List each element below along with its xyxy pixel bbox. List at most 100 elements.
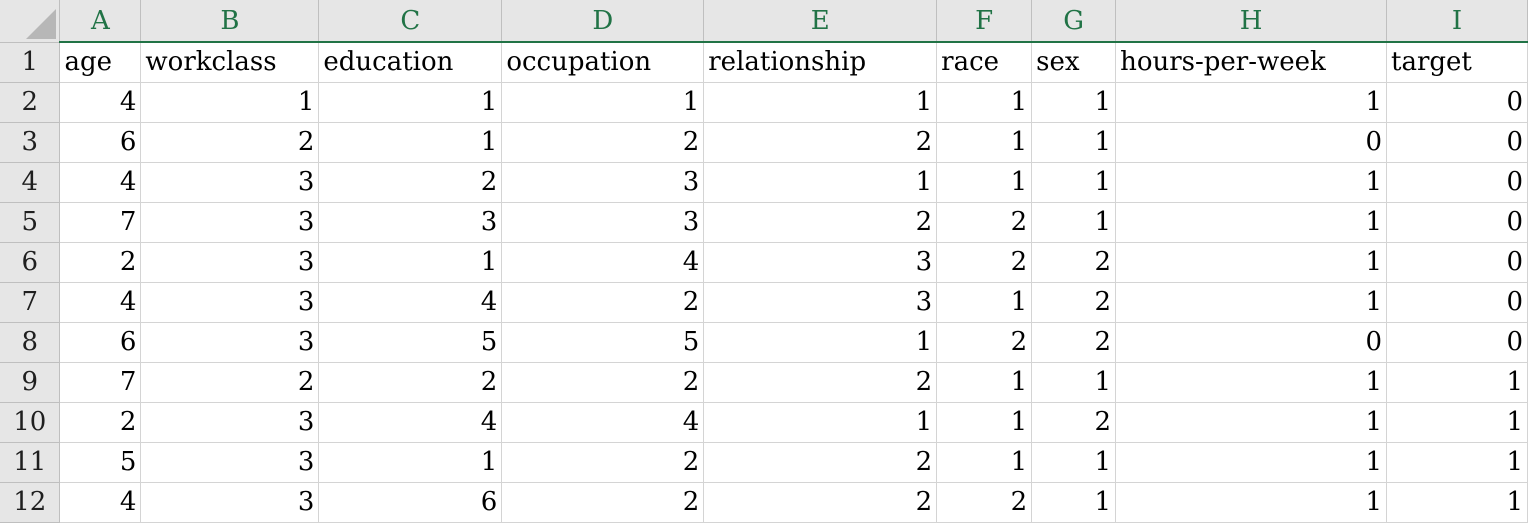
cell[interactable]: 2 bbox=[703, 122, 938, 163]
cell[interactable]: 1 bbox=[703, 162, 938, 203]
cell[interactable]: 2 bbox=[501, 442, 705, 483]
cell[interactable]: 1 bbox=[1031, 362, 1117, 403]
cell[interactable]: 4 bbox=[501, 242, 705, 283]
cell[interactable]: 2 bbox=[140, 362, 320, 403]
row-header[interactable]: 6 bbox=[0, 242, 61, 283]
cell[interactable]: 2 bbox=[936, 322, 1033, 363]
cell[interactable]: 2 bbox=[936, 202, 1033, 243]
cell[interactable]: 1 bbox=[318, 242, 503, 283]
cell[interactable]: 0 bbox=[1115, 322, 1387, 363]
cell[interactable]: 1 bbox=[1031, 202, 1117, 243]
cell[interactable]: 1 bbox=[140, 82, 320, 123]
cell[interactable]: 6 bbox=[59, 122, 142, 163]
cell[interactable]: 2 bbox=[501, 122, 705, 163]
cell[interactable]: race bbox=[936, 42, 1033, 83]
row-header[interactable]: 9 bbox=[0, 362, 61, 403]
cell[interactable]: 3 bbox=[140, 442, 320, 483]
cell[interactable]: 1 bbox=[1115, 282, 1387, 323]
row-header[interactable]: 2 bbox=[0, 82, 61, 123]
cell[interactable]: relationship bbox=[703, 42, 938, 83]
cell[interactable]: 5 bbox=[59, 442, 142, 483]
cell[interactable]: 6 bbox=[59, 322, 142, 363]
column-header-d[interactable]: D bbox=[501, 0, 705, 43]
cell[interactable]: 1 bbox=[501, 82, 705, 123]
column-header-g[interactable]: G bbox=[1031, 0, 1117, 43]
cell[interactable]: 6 bbox=[318, 482, 503, 523]
cell[interactable]: 2 bbox=[318, 162, 503, 203]
select-all-corner[interactable] bbox=[0, 0, 61, 43]
row-header[interactable]: 8 bbox=[0, 322, 61, 363]
cell[interactable]: 1 bbox=[1386, 442, 1528, 483]
cell[interactable]: 2 bbox=[501, 282, 705, 323]
cell[interactable]: 3 bbox=[140, 202, 320, 243]
cell[interactable]: 3 bbox=[501, 162, 705, 203]
cell[interactable]: 3 bbox=[140, 482, 320, 523]
row-header[interactable]: 3 bbox=[0, 122, 61, 163]
cell[interactable]: 2 bbox=[140, 122, 320, 163]
cell[interactable]: 1 bbox=[703, 322, 938, 363]
cell[interactable]: 1 bbox=[1115, 242, 1387, 283]
cell[interactable]: 2 bbox=[501, 482, 705, 523]
cell[interactable]: 2 bbox=[59, 402, 142, 443]
cell[interactable]: 3 bbox=[703, 242, 938, 283]
cell[interactable]: 3 bbox=[140, 242, 320, 283]
cell[interactable]: 1 bbox=[936, 362, 1033, 403]
cell[interactable]: 3 bbox=[140, 322, 320, 363]
cell[interactable]: occupation bbox=[501, 42, 705, 83]
cell[interactable]: 1 bbox=[1386, 482, 1528, 523]
cell[interactable]: 0 bbox=[1386, 82, 1528, 123]
cell[interactable]: 1 bbox=[936, 162, 1033, 203]
cell[interactable]: 2 bbox=[1031, 402, 1117, 443]
cell[interactable]: 1 bbox=[936, 442, 1033, 483]
cell[interactable]: 2 bbox=[703, 442, 938, 483]
cell[interactable]: 2 bbox=[703, 362, 938, 403]
cell[interactable]: sex bbox=[1031, 42, 1117, 83]
cell[interactable]: 0 bbox=[1386, 282, 1528, 323]
row-header[interactable]: 1 bbox=[0, 42, 61, 83]
cell[interactable]: 4 bbox=[59, 482, 142, 523]
cell[interactable]: 1 bbox=[1386, 362, 1528, 403]
cell[interactable]: 1 bbox=[1115, 442, 1387, 483]
cell[interactable]: 1 bbox=[1115, 162, 1387, 203]
cell[interactable]: 1 bbox=[1115, 82, 1387, 123]
cell[interactable]: 1 bbox=[936, 122, 1033, 163]
cell[interactable]: 5 bbox=[318, 322, 503, 363]
cell[interactable]: 7 bbox=[59, 362, 142, 403]
cell[interactable]: 2 bbox=[59, 242, 142, 283]
cell[interactable]: 3 bbox=[140, 402, 320, 443]
cell[interactable]: 1 bbox=[1115, 402, 1387, 443]
cell[interactable]: 4 bbox=[501, 402, 705, 443]
cell[interactable]: 1 bbox=[1031, 122, 1117, 163]
cell[interactable]: 1 bbox=[1115, 482, 1387, 523]
cell[interactable]: 4 bbox=[318, 402, 503, 443]
column-header-e[interactable]: E bbox=[703, 0, 938, 43]
cell[interactable]: 1 bbox=[1031, 162, 1117, 203]
cell[interactable]: 0 bbox=[1386, 242, 1528, 283]
cell[interactable]: 1 bbox=[318, 82, 503, 123]
cell[interactable]: 1 bbox=[936, 82, 1033, 123]
cell[interactable]: 1 bbox=[703, 402, 938, 443]
cell[interactable]: 0 bbox=[1386, 122, 1528, 163]
cell[interactable]: 2 bbox=[1031, 242, 1117, 283]
cell[interactable]: 1 bbox=[318, 442, 503, 483]
cell[interactable]: education bbox=[318, 42, 503, 83]
row-header[interactable]: 4 bbox=[0, 162, 61, 203]
cell[interactable]: 2 bbox=[501, 362, 705, 403]
column-header-f[interactable]: F bbox=[936, 0, 1033, 43]
cell[interactable]: 1 bbox=[1115, 202, 1387, 243]
cell[interactable]: 0 bbox=[1386, 162, 1528, 203]
cell[interactable]: 1 bbox=[1386, 402, 1528, 443]
cell[interactable]: workclass bbox=[140, 42, 320, 83]
cell[interactable]: 4 bbox=[318, 282, 503, 323]
cell[interactable]: 2 bbox=[703, 482, 938, 523]
cell[interactable]: 5 bbox=[501, 322, 705, 363]
column-header-c[interactable]: C bbox=[318, 0, 503, 43]
cell[interactable]: 4 bbox=[59, 282, 142, 323]
cell[interactable]: 1 bbox=[1031, 482, 1117, 523]
cell[interactable]: 0 bbox=[1386, 202, 1528, 243]
cell[interactable]: 2 bbox=[936, 482, 1033, 523]
cell[interactable]: 1 bbox=[1031, 82, 1117, 123]
cell[interactable]: 3 bbox=[140, 162, 320, 203]
cell[interactable]: 4 bbox=[59, 82, 142, 123]
cell[interactable]: hours-per-week bbox=[1115, 42, 1387, 83]
